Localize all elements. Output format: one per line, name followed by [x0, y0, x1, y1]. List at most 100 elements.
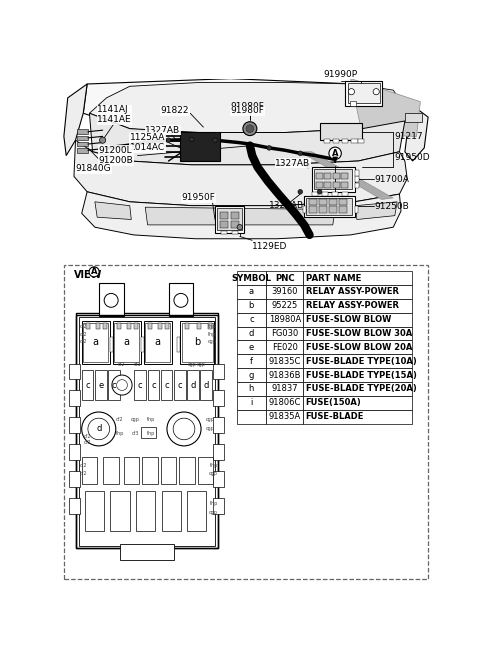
Text: SYMBOL: SYMBOL — [231, 274, 271, 282]
Text: cgp: cgp — [208, 339, 216, 345]
Bar — [187, 369, 199, 400]
Text: g: g — [249, 371, 254, 379]
Text: c: c — [164, 381, 169, 390]
Bar — [303, 271, 412, 285]
Text: FE020: FE020 — [272, 343, 298, 352]
Polygon shape — [300, 152, 393, 200]
Bar — [266, 409, 303, 424]
Text: cgp: cgp — [209, 510, 218, 515]
Text: h: h — [249, 384, 254, 394]
Bar — [303, 341, 412, 354]
Bar — [180, 457, 195, 485]
Text: c: c — [249, 315, 254, 324]
Bar — [79, 317, 215, 546]
Bar — [237, 271, 266, 285]
Bar — [230, 221, 239, 228]
Text: PART NAME: PART NAME — [306, 274, 361, 282]
Text: c: c — [138, 381, 143, 390]
Bar — [148, 324, 152, 329]
Text: c: c — [178, 381, 182, 390]
Text: A: A — [91, 267, 97, 276]
Bar — [309, 206, 316, 213]
Bar — [174, 369, 186, 400]
Polygon shape — [356, 202, 397, 219]
Bar — [198, 457, 214, 485]
Text: 95225: 95225 — [272, 301, 298, 310]
Bar — [322, 192, 328, 196]
Bar — [312, 192, 318, 196]
Text: cf3: cf3 — [134, 362, 141, 367]
Bar — [237, 354, 266, 368]
Bar — [221, 231, 228, 234]
Bar — [316, 174, 323, 179]
Bar — [214, 364, 224, 379]
Text: FUSE-BLADE TYPE(20A): FUSE-BLADE TYPE(20A) — [306, 384, 417, 394]
Bar — [303, 396, 412, 409]
Text: 91250B: 91250B — [375, 202, 409, 211]
Text: f: f — [250, 357, 253, 365]
Bar — [77, 141, 88, 146]
Circle shape — [237, 225, 242, 230]
Bar — [69, 444, 80, 460]
Text: d: d — [249, 329, 254, 338]
Bar — [309, 198, 316, 205]
Bar — [162, 491, 181, 531]
Text: 39160: 39160 — [272, 288, 298, 297]
Bar — [77, 130, 88, 134]
Bar — [302, 206, 306, 214]
Bar — [232, 231, 238, 234]
Circle shape — [329, 147, 341, 159]
Bar — [214, 472, 224, 487]
Text: cgp: cgp — [131, 417, 140, 422]
Bar — [75, 315, 218, 548]
Text: cf2: cf2 — [80, 471, 88, 476]
Bar — [319, 198, 326, 205]
Text: cgp: cgp — [206, 417, 215, 422]
Bar — [355, 183, 359, 188]
Bar — [82, 369, 93, 400]
Bar — [214, 417, 224, 433]
Bar — [306, 198, 352, 215]
Circle shape — [267, 145, 272, 150]
Text: cgp: cgp — [209, 471, 218, 476]
Polygon shape — [89, 113, 405, 165]
Text: PNC: PNC — [275, 274, 295, 282]
Bar — [77, 136, 88, 140]
Bar — [237, 368, 266, 382]
Text: 1141AJ
1141AE: 1141AJ 1141AE — [97, 105, 132, 124]
Bar — [168, 284, 193, 316]
Text: a: a — [155, 337, 161, 347]
Text: i: i — [250, 398, 252, 407]
Text: FUSE-SLOW BLOW 30A: FUSE-SLOW BLOW 30A — [306, 329, 412, 338]
Text: 91700A: 91700A — [375, 175, 409, 184]
Circle shape — [89, 267, 99, 277]
Text: a: a — [249, 288, 254, 297]
Text: cf2: cf2 — [80, 331, 88, 337]
Text: 1129ED: 1129ED — [252, 242, 288, 251]
Bar — [108, 369, 120, 400]
Bar — [237, 312, 266, 327]
Bar — [303, 285, 412, 299]
Bar — [83, 323, 108, 362]
Bar — [324, 182, 331, 188]
Bar — [339, 198, 347, 205]
Text: 91835C: 91835C — [269, 357, 301, 365]
Bar — [237, 341, 266, 354]
Bar — [217, 208, 242, 231]
Text: 91950D: 91950D — [395, 153, 431, 162]
Text: cgp: cgp — [206, 426, 215, 432]
Circle shape — [99, 137, 106, 143]
Bar — [134, 324, 138, 329]
Bar — [208, 324, 212, 329]
Bar — [120, 544, 174, 560]
Text: cf2: cf2 — [83, 440, 91, 445]
Text: e: e — [249, 343, 254, 352]
Text: 1327AB: 1327AB — [145, 126, 180, 135]
Text: thp: thp — [210, 501, 218, 506]
Bar — [230, 212, 239, 219]
Bar — [214, 498, 224, 514]
Bar — [355, 170, 359, 176]
Bar — [314, 170, 352, 189]
Bar — [157, 324, 162, 329]
Text: cf2: cf2 — [118, 362, 126, 367]
